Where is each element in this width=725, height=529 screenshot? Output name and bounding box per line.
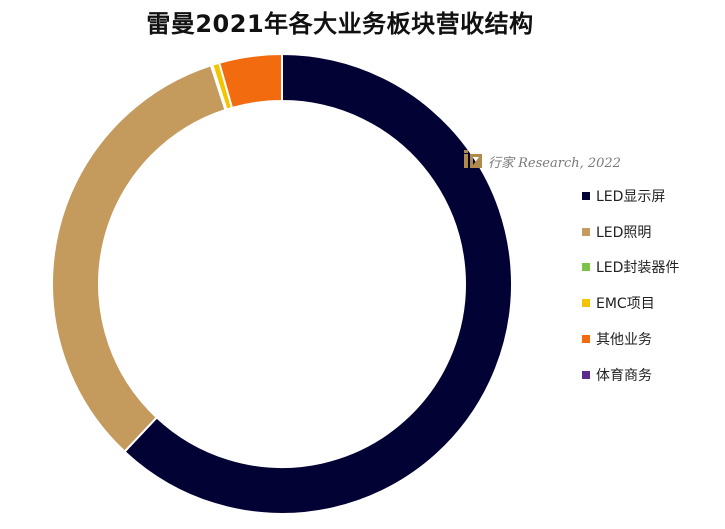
donut-slices: [51, 52, 513, 515]
donut-slice-5: [217, 52, 283, 110]
legend-label: LED封装器件: [596, 260, 680, 277]
legend-item: LED照明: [582, 214, 679, 250]
legend-swatch: [582, 335, 590, 344]
legend-label: LED照明: [596, 224, 652, 241]
legend-item: EMC项目: [582, 285, 679, 321]
legend-item: 其他业务: [582, 321, 679, 357]
legend-label: LED显示屏: [596, 188, 666, 205]
legend-swatch: [582, 299, 590, 308]
legend-item: LED封装器件: [582, 250, 679, 286]
legend-item: 体育商务: [582, 357, 679, 393]
legend-swatch: [582, 263, 590, 272]
legend-swatch: [582, 227, 590, 236]
watermark: 行家 Research, 2022: [462, 150, 621, 172]
chart-title: 雷曼2021年各大业务板块营收结构: [146, 10, 534, 38]
legend-label: 体育商务: [596, 367, 652, 384]
donut-slice-2: [51, 63, 227, 454]
legend-swatch: [582, 370, 590, 379]
ixing-logo-icon: [464, 150, 482, 168]
legend-swatch: [582, 191, 590, 200]
legend: LED显示屏 LED照明 LED封装器件 EMC项目其他业务体育商务: [582, 178, 679, 393]
watermark-text: 行家 Research, 2022: [488, 155, 621, 171]
legend-label: 其他业务: [596, 332, 652, 349]
legend-item: LED显示屏: [582, 178, 679, 214]
legend-label: EMC项目: [596, 296, 655, 313]
donut-slice-1: [123, 52, 513, 515]
